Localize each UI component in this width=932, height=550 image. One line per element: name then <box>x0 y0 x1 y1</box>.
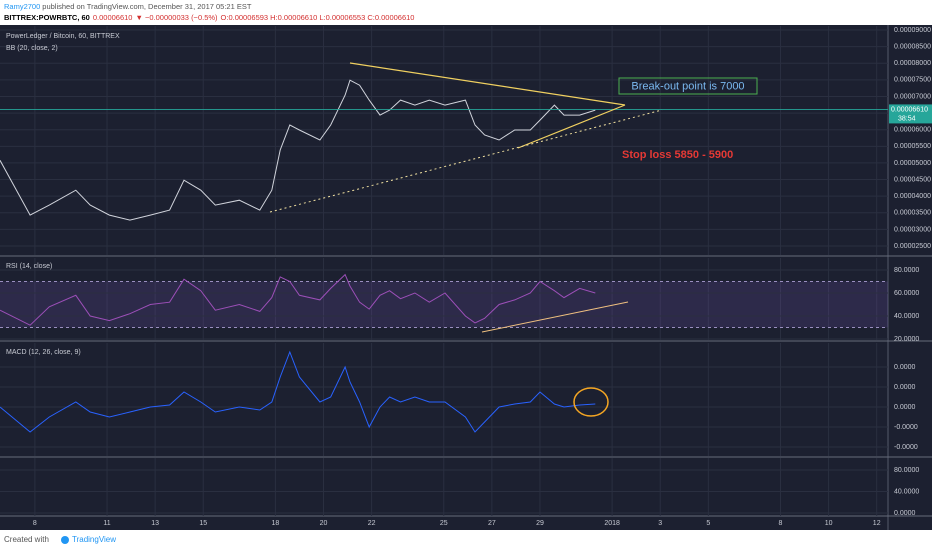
y-tick-label: 0.00004500 <box>894 176 931 183</box>
y-tick-label: 0.00002500 <box>894 243 931 250</box>
x-tick-label: 18 <box>271 520 279 527</box>
y-tick-label: 0.00005500 <box>894 143 931 150</box>
series-line <box>0 273 596 326</box>
header-bg <box>0 0 932 25</box>
y-tick-label: -0.0000 <box>894 424 918 431</box>
footer-bg <box>0 530 932 550</box>
series-line <box>0 350 596 433</box>
annotation: Break-out point is 7000 <box>631 80 744 92</box>
symbol: BITTREX:POWRBTC, 60 <box>4 13 90 22</box>
x-tick-label: 11 <box>103 520 110 527</box>
x-tick-label: 10 <box>825 520 833 527</box>
symbol-line: BITTREX:POWRBTC, 60 0.00006610 ▼ −0.000000… <box>4 13 414 22</box>
x-tick-label: 27 <box>488 520 496 527</box>
y-tick-label: 80.0000 <box>894 267 919 274</box>
brand[interactable]: TradingView <box>72 535 116 544</box>
pane-title: PowerLedger / Bitcoin, 60, BITTREX <box>6 33 120 40</box>
pane-title: MACD (12, 26, close, 9) <box>6 349 81 356</box>
rsi-band <box>0 281 888 328</box>
annotation-box <box>618 77 758 95</box>
countdown: 38:54 <box>898 115 916 122</box>
y-tick-label: 0.00008500 <box>894 43 931 50</box>
last-price-box <box>889 104 932 124</box>
x-tick-label: 22 <box>368 520 376 527</box>
x-tick-label: 29 <box>536 520 544 527</box>
x-tick-label: 15 <box>199 520 207 527</box>
x-tick-label: 3 <box>658 520 662 527</box>
x-tick-label: 2018 <box>604 520 620 527</box>
y-tick-label: 0.00003000 <box>894 226 931 233</box>
trend-line <box>517 104 626 149</box>
y-tick-label: 60.0000 <box>894 290 919 297</box>
last-price-label: 0.00006610 <box>891 106 928 113</box>
x-tick-label: 8 <box>33 520 37 527</box>
y-tick-label: 0.0000 <box>894 404 916 411</box>
price: 0.00006610 <box>93 13 133 22</box>
x-tick-label: 20 <box>320 520 328 527</box>
x-tick-label: 25 <box>440 520 448 527</box>
footer-text: Created with <box>4 535 49 544</box>
y-tick-label: 0.00008000 <box>894 60 931 67</box>
y-tick-label: 0.00007000 <box>894 93 931 100</box>
brand-icon <box>61 536 69 544</box>
y-tick-label: 40.0000 <box>894 313 919 320</box>
circle-annotation <box>573 387 609 417</box>
y-tick-label: 0.00003500 <box>894 210 931 217</box>
x-tick-label: 5 <box>706 520 710 527</box>
published: published on TradingView.com, December 3… <box>42 2 252 11</box>
y-tick-label: 0.00006000 <box>894 127 931 134</box>
pane-subtitle: BB (20, close, 2) <box>6 45 58 52</box>
y-tick-label: 0.0000 <box>894 510 916 517</box>
x-tick-label: 12 <box>873 520 881 527</box>
ohlc: O:0.00006593 H:0.00006610 L:0.00006553 C… <box>221 13 415 22</box>
y-tick-label: 20.0000 <box>894 336 919 343</box>
y-tick-label: 0.00005000 <box>894 160 931 167</box>
y-tick-label: 0.00007500 <box>894 77 931 84</box>
y-tick-label: 0.0000 <box>894 384 916 391</box>
y-tick-label: 0.0000 <box>894 364 916 371</box>
rsi-trend <box>481 301 629 333</box>
change: ▼ −0.00000033 (−0.5%) <box>135 13 218 22</box>
annotation: Stop loss 5850 - 5900 <box>622 149 733 161</box>
x-tick-label: 8 <box>779 520 783 527</box>
y-tick-label: -0.0000 <box>894 444 918 451</box>
series-line <box>0 79 596 221</box>
y-tick-label: 0.00009000 <box>894 27 931 34</box>
author-line: Ramy2700 published on TradingView.com, De… <box>4 2 252 11</box>
author[interactable]: Ramy2700 <box>4 2 40 11</box>
y-tick-label: 0.00004000 <box>894 193 931 200</box>
y-tick-label: 40.0000 <box>894 488 919 495</box>
pane-title: RSI (14, close) <box>6 263 52 270</box>
trend-line <box>349 62 626 106</box>
marks: 8 11 13 15 18 20 22 25 27 29 2018 3 5 8 10 12 0.00002500… <box>0 26 932 527</box>
x-tick-label: 13 <box>151 520 159 527</box>
y-tick-label: 80.0000 <box>894 467 919 474</box>
